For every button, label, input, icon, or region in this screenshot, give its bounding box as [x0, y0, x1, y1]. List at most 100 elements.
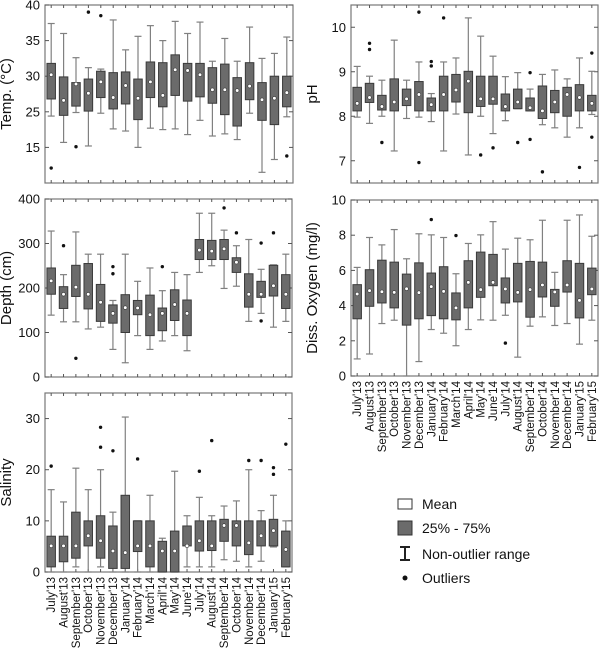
- outlier-point: [491, 146, 495, 150]
- box-october-14: [231, 231, 242, 287]
- box-august-13: [58, 32, 69, 144]
- mean-marker: [565, 92, 570, 97]
- outlier-point: [380, 140, 384, 145]
- mean-marker: [49, 278, 54, 283]
- iqr-box: [108, 72, 118, 110]
- iqr-box: [525, 97, 535, 112]
- box-august-13: [58, 244, 69, 323]
- mean-marker: [392, 99, 397, 105]
- x-tick-label: August'14: [207, 576, 219, 627]
- y-tick-label: 10: [26, 513, 40, 528]
- mean-marker: [234, 523, 239, 528]
- iqr-box: [268, 264, 279, 297]
- legend-whisker-symbol: [400, 546, 410, 561]
- outlier-point: [74, 356, 78, 361]
- iqr-box: [389, 261, 399, 309]
- box-december-14: [256, 458, 266, 562]
- y-tick-label: 7: [339, 153, 346, 168]
- box-october-13: [83, 10, 94, 147]
- mean-marker: [466, 78, 471, 84]
- outlier-point: [429, 59, 433, 64]
- mean-marker: [147, 312, 153, 317]
- mean-marker: [235, 88, 240, 93]
- outlier-point: [441, 16, 446, 20]
- iqr-box: [587, 267, 597, 296]
- x-tick-label: September'13: [71, 577, 83, 648]
- mean-marker: [160, 93, 165, 98]
- outlier-point: [111, 264, 115, 269]
- box-february-15: [587, 235, 597, 321]
- box-november-14: [244, 238, 254, 322]
- iqr-box: [352, 86, 362, 112]
- iqr-box: [463, 70, 474, 114]
- box-february-15: [587, 51, 597, 139]
- outlier-point: [417, 10, 421, 14]
- box-november-13: [95, 425, 106, 568]
- x-tick-label: July'14: [500, 380, 512, 416]
- box-september-14: [525, 70, 535, 142]
- x-tick-label: December'14: [256, 576, 268, 645]
- box-july-14: [500, 248, 511, 345]
- iqr-box: [195, 62, 205, 98]
- iqr-box: [71, 511, 81, 559]
- iqr-box: [512, 262, 523, 303]
- outlier-point: [590, 51, 594, 55]
- box-march-14: [145, 267, 155, 351]
- box-december-13: [108, 19, 118, 130]
- outlier-point: [429, 217, 433, 222]
- outlier-point: [210, 438, 214, 443]
- box-may-14: [475, 35, 486, 157]
- box-april-14: [158, 39, 168, 131]
- mean-marker: [259, 97, 265, 102]
- mean-marker: [490, 280, 496, 285]
- box-december-14: [256, 241, 266, 323]
- box-december-14: [257, 57, 267, 173]
- mean-marker: [172, 302, 177, 307]
- iqr-box: [219, 518, 229, 542]
- y-tick-label: 0: [33, 370, 40, 385]
- mean-marker: [404, 96, 409, 101]
- box-october-14: [231, 500, 242, 562]
- iqr-box: [83, 263, 93, 310]
- legend-whisker-label: Non-outlier range: [422, 546, 530, 562]
- mean-marker: [577, 95, 582, 100]
- box-september-13: [377, 244, 387, 325]
- iqr-box: [488, 253, 498, 287]
- box-february-15: [282, 36, 292, 158]
- x-tick-label: January'14: [426, 380, 438, 437]
- x-tick-label: February'15: [281, 577, 293, 638]
- box-march-14: [451, 233, 461, 347]
- outlier-point: [111, 272, 115, 276]
- x-tick-label: November'13: [402, 381, 414, 449]
- outlier-point: [577, 165, 582, 170]
- mean-marker: [503, 286, 508, 292]
- box-october-13: [83, 489, 93, 573]
- box-february-14: [438, 236, 449, 334]
- x-tick-label: June'14: [488, 380, 500, 421]
- outlier-point: [197, 469, 202, 473]
- x-tick-label: November'14: [550, 380, 562, 449]
- mean-marker: [49, 72, 54, 77]
- box-november-13: [95, 253, 106, 328]
- box-june-14: [182, 515, 192, 568]
- box-january-15: [269, 52, 280, 161]
- legend-iqr-symbol: [397, 520, 413, 536]
- plot-frame: [350, 199, 599, 377]
- iqr-box: [58, 76, 69, 116]
- box-july-13: [352, 65, 362, 118]
- iqr-box: [182, 299, 192, 337]
- mean-marker: [73, 285, 78, 290]
- mean-marker: [466, 280, 471, 285]
- mean-marker: [49, 543, 54, 549]
- iqr-box: [157, 307, 168, 332]
- box-january-15: [574, 57, 585, 170]
- box-october-14: [537, 73, 548, 174]
- legend-outlier-symbol: [402, 575, 408, 581]
- mean-marker: [123, 83, 128, 88]
- mean-marker: [197, 72, 203, 77]
- mean-marker: [478, 96, 483, 101]
- outlier-point: [540, 170, 545, 174]
- iqr-box: [194, 520, 205, 552]
- iqr-box: [231, 520, 242, 547]
- box-december-14: [562, 78, 572, 138]
